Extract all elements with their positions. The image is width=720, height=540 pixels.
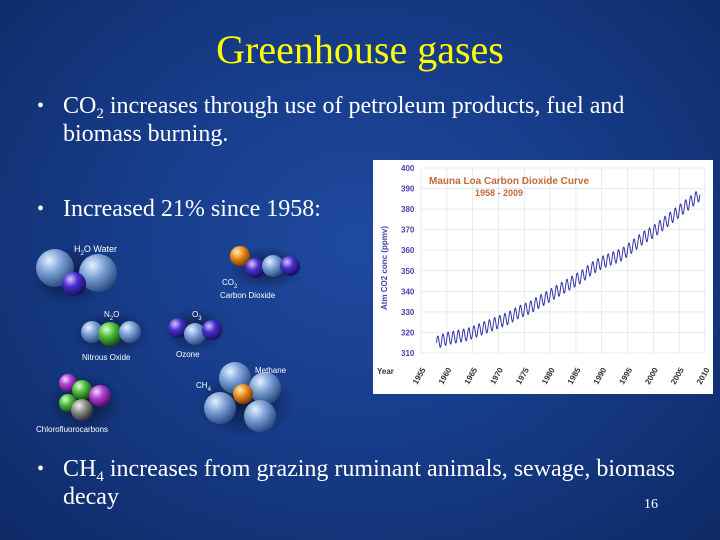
chart-subtitle: 1958 - 2009 bbox=[475, 188, 523, 198]
slide-title: Greenhouse gases bbox=[216, 27, 504, 72]
o3-name: Ozone bbox=[176, 350, 200, 359]
co2-name: Carbon Dioxide bbox=[220, 291, 276, 300]
n2o-name: Nitrous Oxide bbox=[82, 353, 131, 362]
x-tick-label: 1985 bbox=[566, 366, 583, 386]
co2-molecule bbox=[228, 246, 304, 290]
mauna-loa-chart: 310 320 330 340 350 360 370 380 390 400 1955 1960 1… bbox=[373, 160, 713, 394]
o3-molecule bbox=[163, 308, 227, 352]
water-label: H2O Water bbox=[74, 244, 117, 257]
cfc-name: Chlorofluorocarbons bbox=[36, 425, 108, 434]
bullet-glyph: • bbox=[37, 198, 45, 220]
chart-title: Mauna Loa Carbon Dioxide Curve bbox=[429, 176, 589, 187]
chart-xlabel: Year bbox=[377, 367, 394, 376]
bullet-glyph: • bbox=[37, 458, 45, 480]
n2o-molecule bbox=[72, 311, 152, 355]
y-tick-label: 340 bbox=[401, 287, 415, 296]
x-tick-label: 1995 bbox=[617, 366, 634, 386]
ch4-name: Methane bbox=[255, 366, 287, 375]
bullet-increase: • Increased 21% since 1958: bbox=[37, 196, 321, 222]
molecule-illustration: H2O Water CO2 Carbon Dioxide N2O Nitrous… bbox=[30, 244, 304, 437]
y-tick-label: 390 bbox=[401, 185, 415, 194]
ch4-molecule bbox=[195, 362, 295, 437]
ch4-formula: CH4 bbox=[196, 381, 212, 393]
y-ticks: 310 320 330 340 350 360 370 380 390 400 bbox=[401, 164, 415, 358]
x-tick-label: 1960 bbox=[437, 366, 454, 386]
x-tick-label: 1955 bbox=[411, 366, 428, 386]
co2-formula: CO2 bbox=[222, 278, 238, 290]
y-tick-label: 320 bbox=[401, 328, 415, 337]
water-molecule bbox=[30, 246, 117, 306]
y-tick-label: 360 bbox=[401, 246, 415, 255]
x-tick-label: 2005 bbox=[669, 366, 686, 386]
x-tick-label: 1980 bbox=[540, 366, 557, 386]
cfc-molecule bbox=[47, 373, 123, 433]
bullet-glyph: • bbox=[37, 95, 45, 117]
x-tick-label: 1965 bbox=[463, 366, 480, 386]
bullet-ch4: • CH4 increases from grazing ruminant ani… bbox=[37, 456, 676, 510]
chart-grid bbox=[420, 167, 706, 354]
x-tick-label: 1975 bbox=[514, 366, 531, 386]
x-tick-label: 1970 bbox=[488, 366, 505, 386]
n2o-formula: N2O bbox=[104, 310, 119, 322]
x-tick-label: 2010 bbox=[695, 366, 712, 386]
o3-formula: O3 bbox=[192, 310, 202, 322]
y-tick-label: 370 bbox=[401, 226, 415, 235]
co2-series-line bbox=[435, 191, 701, 349]
y-tick-label: 400 bbox=[401, 164, 415, 173]
page-number: 16 bbox=[644, 497, 658, 512]
x-tick-label: 1990 bbox=[592, 366, 609, 386]
y-tick-label: 310 bbox=[401, 349, 415, 358]
bullet-co2: • CO2 increases through use of petroleum … bbox=[37, 93, 625, 147]
x-ticks: 1955 1960 1965 1970 1975 1980 1985 1990 1995 2000… bbox=[411, 366, 712, 386]
y-tick-label: 350 bbox=[401, 267, 415, 276]
chart-ylabel: Atm CO2 conc (ppmv) bbox=[380, 226, 389, 310]
y-tick-label: 330 bbox=[401, 308, 415, 317]
y-tick-label: 380 bbox=[401, 205, 415, 214]
x-tick-label: 2000 bbox=[643, 366, 660, 386]
